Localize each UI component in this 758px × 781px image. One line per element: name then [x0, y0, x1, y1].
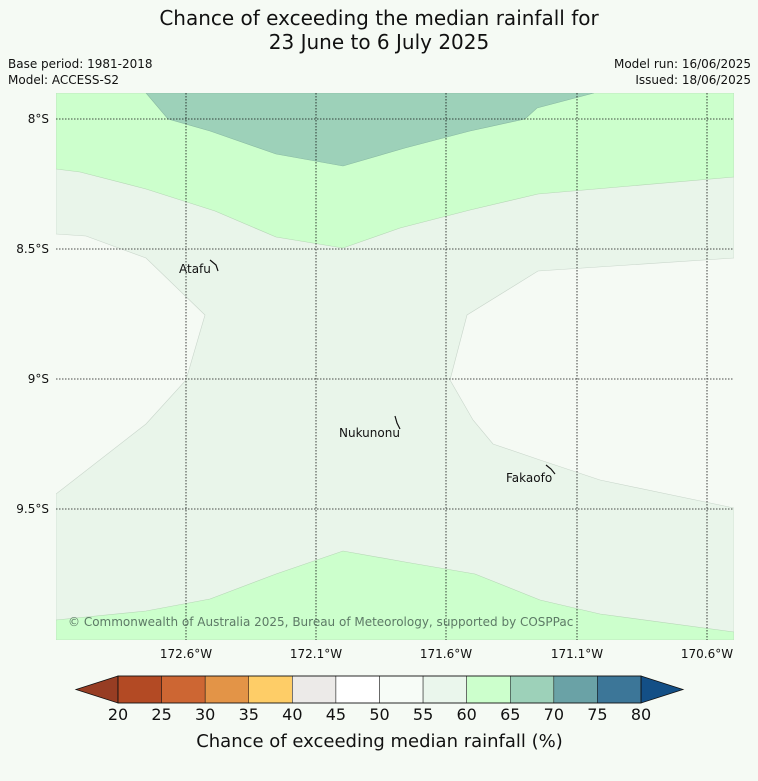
colorbar-over-arrow — [640, 675, 685, 704]
colorbar-swatch — [510, 675, 555, 704]
place-fakaofo: Fakaofo — [506, 471, 552, 485]
colorbar-swatch — [379, 675, 424, 704]
forecast-info-left: Base period: 1981-2018 Model: ACCESS-S2 — [8, 56, 153, 88]
colorbar-swatch — [292, 675, 337, 704]
band-65-70-south — [56, 550, 734, 640]
colorbar-tick-label: 75 — [587, 705, 607, 724]
band-60-65 — [56, 93, 734, 640]
lat-label-9-5s: 9.5°S — [16, 502, 49, 516]
lon-label-172-1w: 172.1°W — [290, 647, 342, 661]
colorbar-swatch — [204, 675, 250, 704]
model-run-text: Model run: 16/06/2025 — [613, 57, 751, 71]
map-title: Chance of exceeding the median rainfall … — [0, 6, 758, 54]
lon-label-171-6w: 171.6°W — [420, 647, 472, 661]
colorbar-tick-label: 80 — [631, 705, 651, 724]
latitude-labels: 8°S 8.5°S 9°S 9.5°S — [16, 112, 49, 516]
atoll-atafu — [209, 259, 219, 272]
colorbar-swatch — [422, 675, 467, 704]
colorbar-tick-label: 30 — [195, 705, 215, 724]
colorbar-swatch — [117, 675, 162, 704]
band-70-75-north — [145, 93, 595, 167]
colorbar-swatches — [117, 675, 642, 704]
lon-label-172-6w: 172.6°W — [160, 647, 212, 661]
colorbar-tick-label: 35 — [239, 705, 259, 724]
graticule — [56, 93, 734, 640]
title-line-2: 23 June to 6 July 2025 — [268, 30, 490, 54]
forecast-info-right: Model run: 16/06/2025 Issued: 18/06/2025 — [614, 56, 751, 88]
colorbar-tick-label: 65 — [500, 705, 520, 724]
place-atafu: Atafu — [179, 262, 211, 276]
colorbar-tick-label: 60 — [456, 705, 476, 724]
colorbar: 20 25 30 35 40 45 50 55 60 65 70 75 80 Chance of exc… — [74, 675, 685, 752]
longitude-labels: 172.6°W 172.1°W 171.6°W 171.1°W 170.6°W — [160, 647, 733, 661]
atoll-fakaofo — [545, 464, 556, 475]
colorbar-swatch — [335, 675, 380, 704]
colorbar-tick-label: 40 — [282, 705, 302, 724]
copyright-notice: © Commonwealth of Australia 2025, Bureau… — [68, 615, 573, 629]
issued-text: Issued: 18/06/2025 — [635, 73, 751, 87]
colorbar-under-arrow — [74, 675, 119, 704]
colorbar-tick-label: 55 — [413, 705, 433, 724]
colorbar-tick-label: 20 — [108, 705, 128, 724]
title-line-1: Chance of exceeding the median rainfall … — [159, 6, 599, 30]
lat-label-8-5s: 8.5°S — [16, 242, 49, 256]
probability-map: Atafu Nukunonu Fakaofo © Commonwealth of… — [56, 93, 734, 640]
lat-label-8s: 8°S — [28, 112, 49, 126]
atoll-nukunonu — [394, 415, 401, 430]
lon-label-170-6w: 170.6°W — [681, 647, 733, 661]
colorbar-frame — [117, 675, 642, 704]
lon-label-171-1w: 171.1°W — [551, 647, 603, 661]
colorbar-swatch — [248, 675, 293, 704]
colorbar-swatch — [553, 675, 598, 704]
colorbar-swatch — [597, 675, 642, 704]
colorbar-title: Chance of exceeding median rainfall (%) — [196, 731, 563, 752]
place-nukunonu: Nukunonu — [339, 426, 400, 440]
colorbar-tick-label: 70 — [544, 705, 564, 724]
colorbar-swatch — [161, 675, 206, 704]
colorbar-swatch — [466, 675, 511, 704]
colorbar-tick-label: 50 — [369, 705, 389, 724]
model-text: Model: ACCESS-S2 — [8, 73, 120, 87]
colorbar-tick-labels: 20 25 30 35 40 45 50 55 60 65 70 75 80 — [108, 705, 651, 724]
colorbar-tick-label: 45 — [326, 705, 346, 724]
colorbar-tick-label: 25 — [151, 705, 171, 724]
base-period-text: Base period: 1981-2018 — [8, 57, 153, 71]
lat-label-9s: 9°S — [28, 372, 49, 386]
